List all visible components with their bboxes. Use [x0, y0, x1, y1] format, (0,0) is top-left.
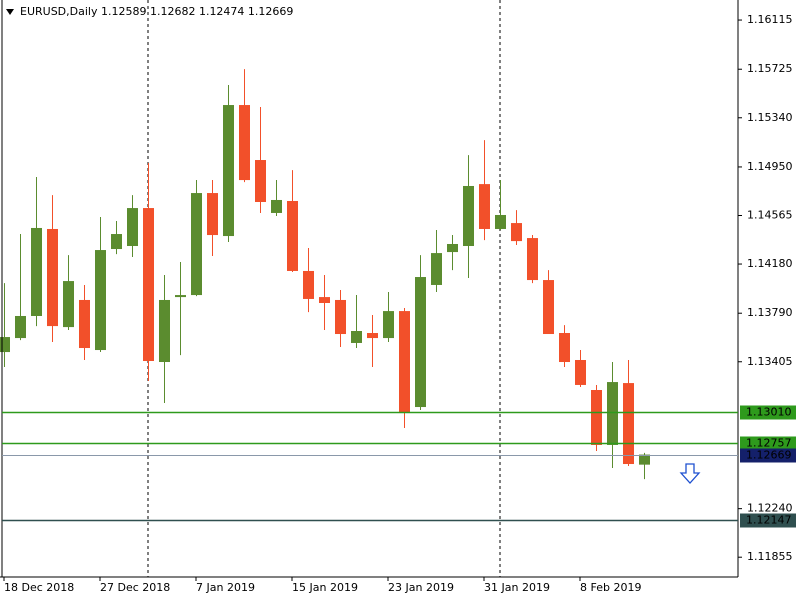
y-tick-label: 1.15340 [747, 111, 793, 124]
level-label: 1.12757 [746, 437, 792, 450]
candle-body [127, 208, 138, 247]
candle-body [303, 270, 314, 299]
sell-arrow [679, 463, 701, 484]
candle-body [271, 199, 282, 213]
y-tick-label: 1.13790 [747, 306, 793, 319]
candle-body [0, 337, 10, 353]
y-tick-label: 1.14180 [747, 257, 793, 270]
candle-body [143, 208, 154, 362]
x-tick-label: 8 Feb 2019 [580, 581, 641, 594]
candle-body [367, 333, 378, 339]
level-label: 1.12669 [746, 449, 792, 462]
candle-body [383, 311, 394, 339]
candle-body [159, 299, 170, 363]
y-tick-label: 1.12240 [747, 502, 793, 515]
chart-title: EURUSD,Daily 1.12589 1.12682 1.12474 1.1… [20, 5, 293, 18]
y-tick-label: 1.14950 [747, 160, 793, 173]
candle-body [335, 299, 346, 335]
candle-body [639, 454, 650, 465]
x-tick-label: 31 Jan 2019 [484, 581, 550, 594]
level-label-bg [740, 436, 796, 451]
y-tick-label: 1.15725 [747, 62, 793, 75]
candle-body [351, 330, 362, 343]
candle-body [559, 333, 570, 363]
x-tick-label: 7 Jan 2019 [196, 581, 255, 594]
candle-body [95, 250, 106, 351]
candle-body [479, 184, 490, 229]
candle-body [623, 383, 634, 465]
level-label: 1.13010 [746, 406, 792, 419]
level-label-bg [740, 513, 796, 528]
candle-body [527, 238, 538, 281]
candle-body [15, 315, 26, 339]
level-label-bg [740, 448, 796, 463]
plot-area [0, 69, 650, 480]
candle-body [31, 227, 42, 316]
candle-body [255, 160, 266, 203]
candle-body [47, 228, 58, 327]
candle-body [591, 390, 602, 445]
y-tick-label: 1.11855 [747, 550, 793, 563]
candle-body [607, 382, 618, 445]
candle-body [495, 214, 506, 229]
candle-body [463, 185, 474, 247]
candle-body [239, 105, 250, 181]
candle-body [447, 243, 458, 253]
y-tick-label: 1.16115 [747, 13, 793, 26]
x-tick-label: 27 Dec 2018 [100, 581, 170, 594]
y-tick-label: 1.14565 [747, 208, 793, 221]
candle-body [431, 253, 442, 285]
y-tick-label: 1.13405 [747, 355, 793, 368]
candle-body [223, 105, 234, 237]
candle-body [111, 234, 122, 250]
candle-body [287, 200, 298, 271]
candle-body [207, 193, 218, 236]
x-tick-label: 23 Jan 2019 [388, 581, 454, 594]
level-label: 1.12147 [746, 514, 792, 527]
x-tick-label: 15 Jan 2019 [292, 581, 358, 594]
candle-body [319, 297, 330, 304]
candle-body [511, 223, 522, 242]
candle-body [191, 193, 202, 296]
candle-body [575, 359, 586, 385]
candle-body [399, 311, 410, 413]
candle-body [543, 280, 554, 335]
candle-body [79, 299, 90, 349]
level-label-bg [740, 405, 796, 420]
candle-body [415, 277, 426, 408]
x-tick-label: 18 Dec 2018 [4, 581, 74, 594]
candle-body [63, 281, 74, 328]
menu-triangle[interactable] [6, 9, 14, 15]
candle-body [175, 295, 186, 298]
